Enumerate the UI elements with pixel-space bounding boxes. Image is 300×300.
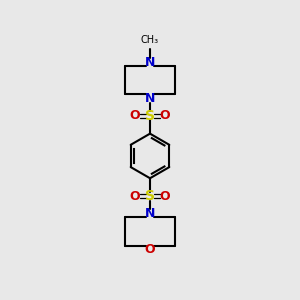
- Text: O: O: [130, 109, 140, 122]
- Text: N: N: [145, 92, 155, 105]
- Text: S: S: [145, 189, 155, 203]
- Text: O: O: [160, 190, 170, 202]
- Text: CH₃: CH₃: [141, 35, 159, 45]
- Text: O: O: [160, 109, 170, 122]
- Text: O: O: [145, 243, 155, 256]
- Text: N: N: [145, 207, 155, 220]
- Text: O: O: [130, 190, 140, 202]
- Text: N: N: [145, 56, 155, 68]
- Text: S: S: [145, 109, 155, 123]
